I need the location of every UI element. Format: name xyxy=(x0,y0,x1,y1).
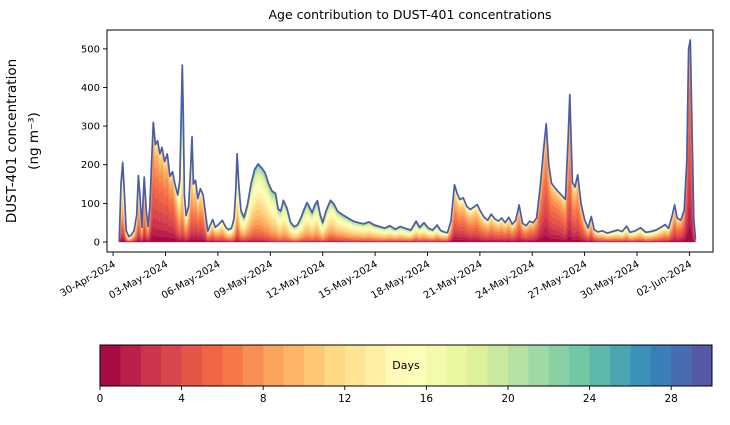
colorbar-segment xyxy=(161,345,182,386)
x-axis-ticks: 30-Apr-202403-May-202406-May-202409-May-… xyxy=(59,252,694,302)
colorbar-segment xyxy=(487,345,509,386)
y-tick-label: 100 xyxy=(81,199,100,210)
colorbar-segment xyxy=(589,345,611,386)
colorbar: 0 4 8 12 16 20 24 28 xyxy=(97,344,713,405)
y-axis-ticks: 0 100 200 300 400 500 xyxy=(81,44,107,249)
colorbar-segment xyxy=(365,345,386,386)
colorbar-segment xyxy=(569,345,590,386)
y-tick-label: 200 xyxy=(81,160,100,171)
colorbar-segment xyxy=(242,345,264,386)
colorbar-outline xyxy=(99,344,713,387)
colorbar-tick-label: 12 xyxy=(338,393,351,405)
colorbar-tick-label: 8 xyxy=(260,393,267,405)
colorbar-segment xyxy=(446,345,468,386)
colorbar-segment xyxy=(344,345,366,386)
colorbar-segment xyxy=(100,345,121,386)
colorbar-segment xyxy=(263,345,284,386)
y-tick-label: 400 xyxy=(81,83,100,94)
colorbar-segment xyxy=(202,345,223,386)
y-axis-label-line2: (ng m⁻³) xyxy=(26,112,42,170)
colorbar-segment xyxy=(324,345,346,386)
colorbar-segment xyxy=(508,345,529,386)
colorbar-tick-label: 24 xyxy=(583,393,597,405)
x-tick-label: 30-May-2024 xyxy=(579,259,642,301)
colorbar-label: Days xyxy=(392,359,420,372)
plot-frame xyxy=(106,29,714,253)
colorbar-segment xyxy=(304,345,325,386)
colorbar-segment xyxy=(120,345,142,386)
colorbar-segment xyxy=(467,345,488,386)
y-tick-label: 0 xyxy=(94,238,100,249)
colorbar-segment xyxy=(181,345,203,386)
x-tick-label: 02-Jun-2024 xyxy=(635,259,694,299)
colorbar-segment xyxy=(610,345,631,386)
colorbar-segment xyxy=(630,345,652,386)
colorbar-segment xyxy=(671,345,692,386)
colorbar-tick-label: 20 xyxy=(501,393,514,405)
colorbar-segment xyxy=(426,345,448,386)
colorbar-tick-label: 0 xyxy=(97,393,104,405)
colorbar-tick-label: 16 xyxy=(420,393,434,405)
y-tick-label: 300 xyxy=(81,122,100,133)
colorbar-segment xyxy=(222,345,244,386)
colorbar-tick-label: 28 xyxy=(665,393,678,405)
colorbar-segment xyxy=(528,345,550,386)
colorbar-segment xyxy=(548,345,570,386)
colorbar-segment xyxy=(283,345,305,386)
y-axis-label-line1: DUST-401 concentration xyxy=(4,59,20,223)
colorbar-tick-label: 4 xyxy=(178,393,185,405)
colorbar-segment xyxy=(650,345,672,386)
colorbar-segment xyxy=(691,345,713,386)
chart-title: Age contribution to DUST-401 concentrati… xyxy=(268,7,551,22)
total-concentration-line xyxy=(118,39,697,243)
y-tick-label: 500 xyxy=(81,44,100,55)
colorbar-segment xyxy=(385,345,407,386)
colorbar-segment xyxy=(406,345,427,386)
colorbar-segment xyxy=(140,345,162,386)
